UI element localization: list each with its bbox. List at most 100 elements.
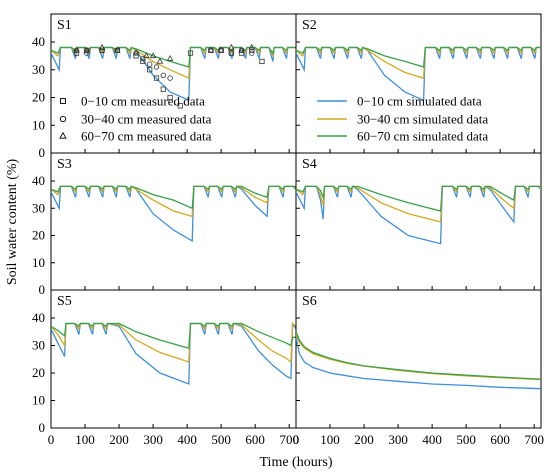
measured-point-square — [133, 53, 139, 59]
series-line — [296, 331, 541, 380]
y-tick-label: 10 — [32, 393, 45, 408]
panel-label: S5 — [57, 294, 72, 309]
y-tick-label: 10 — [32, 117, 45, 132]
series-line — [51, 185, 296, 210]
legend-label: 30−40 cm measured data — [81, 112, 212, 127]
measured-point-triangle — [217, 46, 225, 53]
series-line — [51, 185, 296, 218]
series-line — [296, 337, 541, 390]
series-line — [296, 46, 541, 102]
y-tick-label: 0 — [39, 145, 46, 160]
x-tick-label: 600 — [490, 432, 510, 447]
series-line — [51, 322, 296, 364]
measured-point-square — [140, 58, 146, 65]
measured-point-circle — [84, 50, 90, 56]
y-tick-label: 10 — [32, 255, 45, 270]
x-tick-label: 0 — [293, 432, 300, 447]
measured-point-square — [249, 47, 255, 53]
series-line — [296, 46, 541, 79]
series-line — [296, 185, 541, 212]
x-axis-label: Time (hours) — [260, 455, 333, 470]
measured-point-triangle — [142, 52, 150, 59]
x-tick-label: 100 — [320, 432, 340, 447]
panel-label: S2 — [302, 18, 317, 33]
x-tick-label: 300 — [388, 432, 408, 447]
x-tick-label: 200 — [354, 432, 374, 447]
series-line — [51, 322, 296, 350]
legend-label: 0−10 cm simulated data — [357, 94, 482, 109]
panel-s2: S2 — [295, 13, 542, 154]
measured-point-square — [160, 86, 166, 92]
measured-point-square — [187, 50, 194, 56]
legend-marker-triangle — [59, 131, 67, 139]
measured-point-square — [167, 94, 173, 101]
measured-point-triangle — [207, 46, 215, 53]
legend: 0−10 cm measured data 30−40 cm measured d… — [59, 94, 488, 144]
measured-point-triangle — [83, 46, 91, 53]
measured-point-triangle — [149, 52, 157, 59]
x-tick-label: 100 — [75, 432, 95, 447]
panel-s6: S6 0 100 200 300 400 500 600 700 — [293, 289, 544, 447]
panel-s1: S1 0 10 20 30 40 — [32, 13, 297, 160]
panel-s3: S3 0 10 20 30 40 — [32, 152, 297, 297]
measured-point-square — [259, 58, 265, 65]
measured-point-circle — [167, 75, 173, 81]
y-tick-label: 20 — [32, 365, 45, 380]
panels: S1 0 10 20 30 40 S2 S3 0 10 20 30 40 S4 S5 0 10 20 30 400 10… — [32, 13, 544, 447]
x-tick-label: 700 — [524, 432, 544, 447]
panel-label: S1 — [57, 18, 72, 33]
y-tick-label: 20 — [32, 90, 45, 105]
panel-frame — [295, 289, 542, 429]
legend-label: 60−70 cm measured data — [81, 129, 212, 144]
y-tick-label: 40 — [32, 34, 45, 49]
measured-point-circle — [249, 50, 255, 56]
measured-point-circle — [160, 72, 166, 78]
legend-marker-circle — [59, 115, 67, 123]
measured-point-triangle — [248, 43, 256, 50]
y-tick-label: 0 — [39, 420, 46, 435]
measured-point-circle — [228, 50, 235, 56]
x-tick-label: 500 — [211, 432, 231, 447]
measured-point-triangle — [98, 43, 106, 50]
legend-label: 30−40 cm simulated data — [357, 112, 488, 127]
measured-point-triangle — [132, 49, 140, 56]
measured-point-square — [177, 103, 183, 109]
panel-frame — [295, 152, 542, 291]
x-tick-label: 400 — [422, 432, 442, 447]
y-tick-label: 30 — [32, 200, 45, 215]
x-tick-label: 500 — [456, 432, 476, 447]
measured-point-triangle — [156, 57, 164, 64]
x-tick-label: 400 — [177, 432, 197, 447]
panel-frame — [50, 152, 297, 291]
measured-point-square — [73, 50, 80, 56]
x-tick-label: 600 — [245, 432, 265, 447]
series-line — [296, 185, 541, 223]
panel-s4: S4 — [295, 152, 542, 291]
y-tick-label: 30 — [32, 338, 45, 353]
measured-point-circle — [99, 47, 105, 54]
y-tick-label: 20 — [32, 228, 45, 243]
x-tick-label: 700 — [279, 432, 299, 447]
y-axis-label: Soil water content (%) — [5, 158, 20, 285]
y-tick-label: 40 — [32, 173, 45, 188]
panel-label: S4 — [302, 157, 317, 172]
measured-point-square — [147, 67, 153, 73]
measured-point-triangle — [73, 46, 80, 53]
measured-point-square — [238, 50, 245, 56]
panel-label: S6 — [302, 294, 317, 309]
panel-label: S3 — [57, 157, 72, 172]
measured-point-circle — [140, 55, 146, 62]
measured-point-square — [153, 75, 160, 81]
x-tick-label: 300 — [143, 432, 163, 447]
x-tick-label: 200 — [109, 432, 129, 447]
legend-marker-square — [60, 98, 66, 104]
series-line — [296, 46, 541, 68]
measured-point-circle — [146, 61, 153, 67]
legend-label: 0−10 cm measured data — [81, 94, 205, 109]
x-tick-label: 0 — [48, 432, 55, 447]
measured-point-triangle — [114, 46, 121, 53]
measured-point-triangle — [166, 55, 174, 61]
y-tick-label: 30 — [32, 62, 45, 77]
